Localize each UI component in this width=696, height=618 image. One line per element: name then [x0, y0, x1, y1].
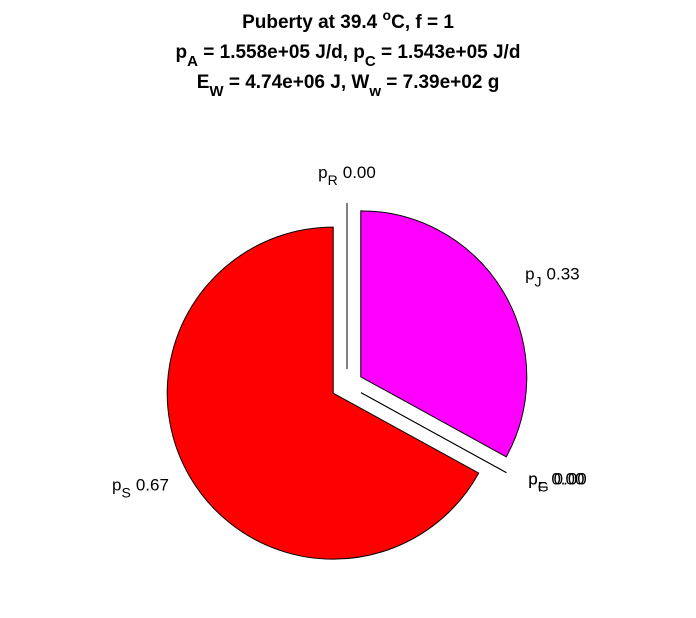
slice-label: pG 0.00 [528, 470, 586, 495]
label-name: p [528, 470, 537, 489]
title-text: = 4.74e+06 J, W [224, 72, 370, 93]
title-line: EW = 4.74e+06 J, Ww = 7.39e+02 g [197, 72, 500, 100]
slice-label: pJ 0.33 [525, 265, 580, 290]
label-value: 0.33 [547, 265, 580, 284]
pie-slice [166, 226, 480, 560]
slice-label: pF 0.00 [528, 470, 584, 495]
label-name: p [318, 163, 327, 182]
title-text: = 1.543e+05 J/d [376, 42, 521, 63]
label-subscript: J [535, 274, 542, 290]
title-text: = 1.558e+05 J/d, p [198, 42, 365, 63]
title-text: E [197, 72, 210, 93]
pie-slice [360, 210, 528, 458]
title-text: p [176, 42, 188, 63]
title-line: pA = 1.558e+05 J/d, pC = 1.543e+05 J/d [176, 42, 521, 70]
title-subscript: C [365, 53, 376, 70]
label-value: 0.00 [554, 470, 587, 489]
title-subscript: W [209, 83, 224, 100]
title-text: Puberty at 39.4 [242, 12, 382, 33]
label-value: 0.67 [136, 475, 169, 494]
slice-label: pS 0.67 [112, 475, 169, 500]
title-text: C, f = 1 [391, 12, 454, 33]
label-name: p [525, 265, 534, 284]
label-name: p [528, 470, 537, 489]
label-value: 0.00 [343, 163, 376, 182]
title-subscript: w [368, 83, 381, 100]
title-text: = 7.39e+02 g [381, 72, 499, 93]
title-line: Puberty at 39.4 oC, f = 1 [242, 7, 454, 33]
label-subscript: G [538, 479, 549, 495]
pie-slice [360, 392, 507, 474]
label-name: p [112, 475, 121, 494]
label-subscript: F [538, 479, 547, 495]
title-subscript: A [187, 53, 198, 70]
slice-label: pR 0.00 [318, 163, 376, 188]
label-value: 0.00 [551, 470, 584, 489]
label-subscript: R [328, 172, 338, 188]
title-superscript: o [383, 7, 392, 23]
label-subscript: S [121, 484, 130, 500]
